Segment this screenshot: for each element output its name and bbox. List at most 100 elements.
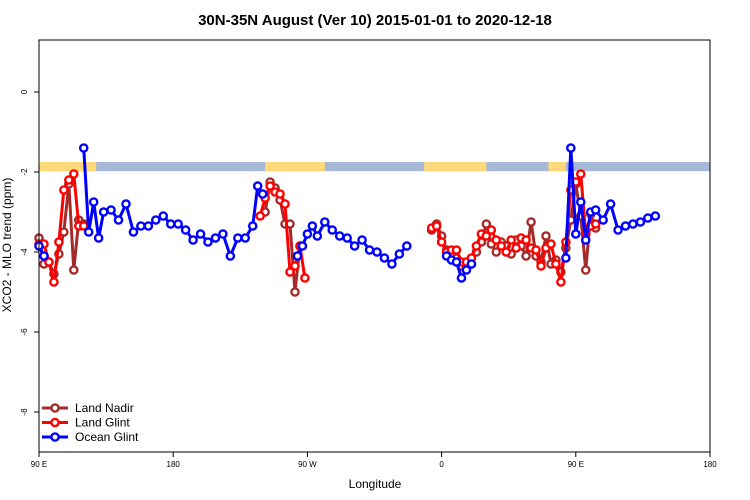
data-point: [556, 277, 566, 287]
y-tick-label: -4: [20, 248, 29, 256]
x-axis-label: Longitude: [349, 477, 402, 491]
data-point: [290, 261, 300, 271]
data-point: [575, 169, 586, 179]
legend-marker: [50, 432, 60, 442]
data-point: [319, 217, 330, 227]
data-point: [561, 253, 571, 263]
series-land-glint: [34, 169, 601, 287]
data-point: [247, 221, 258, 231]
data-point: [394, 249, 405, 259]
x-axis: 90 E 180 90 W 0 90 E 180: [31, 452, 717, 469]
data-point: [334, 231, 345, 241]
data-point: [496, 241, 507, 251]
data-point: [312, 231, 323, 241]
data-point: [68, 265, 79, 275]
data-point: [372, 247, 382, 257]
data-point: [292, 251, 303, 261]
land-ocean-bar: [39, 162, 710, 172]
series-ocean-glint: [34, 143, 661, 283]
data-point: [541, 231, 551, 241]
data-point: [83, 227, 94, 237]
legend-label: Ocean Glint: [75, 430, 139, 444]
data-point: [402, 241, 412, 251]
ocean-bar: [39, 162, 710, 172]
land-segment: [424, 162, 487, 172]
data-point: [491, 247, 502, 257]
data-point: [106, 205, 116, 215]
data-point: [300, 273, 310, 283]
data-point: [342, 233, 352, 243]
data-point: [491, 235, 502, 245]
data-point: [173, 219, 183, 229]
data-point: [379, 253, 390, 263]
data-point: [98, 207, 109, 217]
data-point: [526, 217, 536, 227]
data-point: [54, 237, 64, 247]
data-point: [290, 287, 300, 297]
data-point: [203, 237, 213, 247]
data-point: [158, 211, 169, 221]
data-point: [546, 239, 556, 249]
data-point: [233, 233, 243, 243]
x-tick-label: 90 W: [298, 460, 317, 469]
x-tick-label: 90 E: [31, 460, 47, 469]
data-point: [590, 219, 601, 229]
chart-title: 30N-35N August (Ver 10) 2015-01-01 to 20…: [198, 12, 552, 29]
data-point: [49, 277, 59, 287]
data-point: [68, 169, 79, 179]
data-point: [39, 251, 49, 261]
data-point: [650, 211, 661, 221]
data-point: [280, 199, 290, 209]
land-segment: [548, 162, 566, 172]
x-tick-label: 0: [439, 460, 444, 469]
data-point: [628, 219, 638, 229]
data-point: [571, 229, 581, 239]
data-point: [44, 257, 54, 267]
data-point: [136, 221, 146, 231]
data-point: [165, 219, 176, 229]
data-point: [210, 233, 221, 243]
data-point: [431, 221, 442, 231]
data-point: [78, 143, 89, 153]
data-point: [635, 217, 646, 227]
data-point: [218, 229, 228, 239]
data-point: [195, 229, 206, 239]
data-point: [121, 199, 131, 209]
land-segment: [265, 162, 325, 172]
data-point: [551, 259, 561, 269]
data-point: [620, 221, 631, 231]
data-point: [128, 227, 139, 237]
data-point: [501, 247, 512, 257]
data-point: [364, 245, 375, 255]
data-point: [511, 243, 521, 253]
data-point: [481, 231, 492, 241]
y-tick-label: -8: [20, 408, 29, 416]
data-point: [466, 259, 477, 269]
data-point: [275, 189, 285, 199]
data-point: [143, 221, 154, 231]
data-point: [357, 235, 367, 245]
data-point: [307, 221, 318, 231]
data-point: [113, 215, 124, 225]
data-point: [327, 225, 338, 235]
data-point: [613, 225, 623, 235]
data-point: [471, 241, 482, 251]
data-point: [580, 265, 591, 275]
data-point: [575, 197, 586, 207]
data-point: [486, 225, 497, 235]
data-point: [59, 185, 69, 195]
data-point: [297, 241, 308, 251]
data-point: [531, 245, 541, 255]
data-point: [451, 245, 462, 255]
data-point: [456, 273, 467, 283]
x-tick-label: 90 E: [568, 460, 584, 469]
data-point: [151, 215, 161, 225]
data-point: [521, 251, 531, 261]
data-point: [643, 213, 653, 223]
data-point: [64, 175, 74, 185]
y-axis-label: XCO2 - MLO trend (ppm): [0, 178, 14, 313]
data-point: [598, 215, 608, 225]
plot-frame: [38, 39, 711, 453]
data-point: [240, 233, 251, 243]
